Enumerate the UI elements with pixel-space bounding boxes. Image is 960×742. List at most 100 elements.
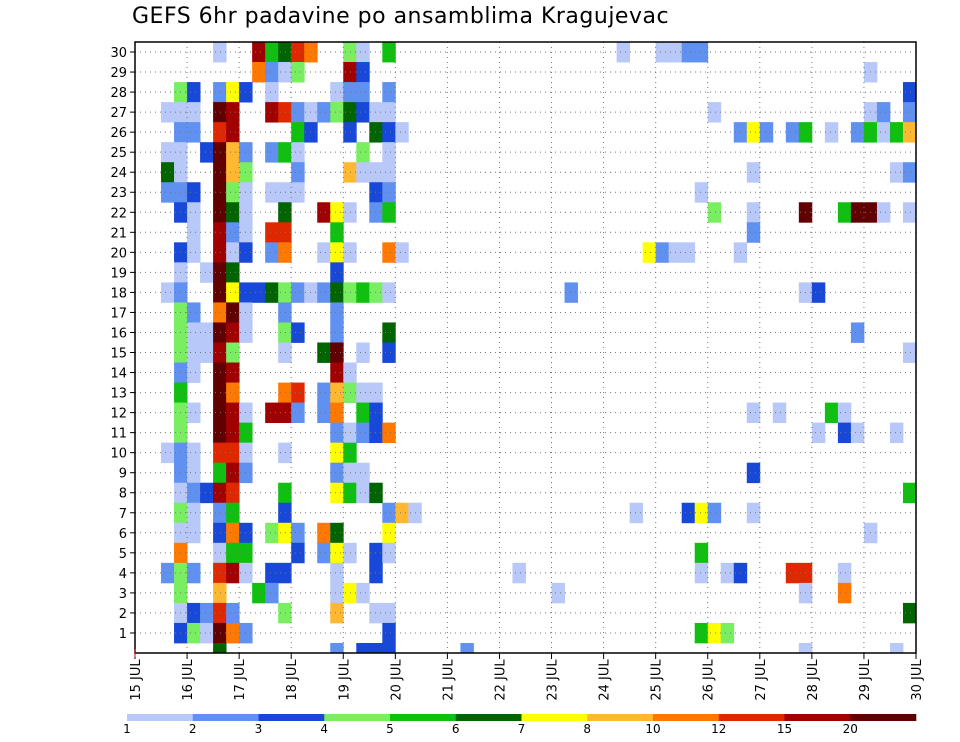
- heatmap-cell: [382, 642, 396, 654]
- heatmap-cell: [213, 82, 227, 103]
- heatmap-cell: [330, 602, 344, 624]
- heatmap-cell: [356, 422, 370, 444]
- heatmap-cell: [291, 182, 305, 203]
- heatmap-cell: [382, 102, 396, 123]
- y-tick-label: 11: [110, 427, 127, 442]
- heatmap-cell: [226, 82, 240, 103]
- legend-label: 20: [843, 722, 858, 736]
- y-tick-label: 15: [110, 347, 127, 362]
- heatmap-cell: [226, 382, 240, 403]
- heatmap-cell: [161, 562, 175, 584]
- heatmap-cell: [278, 602, 292, 624]
- y-tick-label: 26: [110, 126, 127, 141]
- y-tick-label: 14: [110, 367, 127, 382]
- heatmap-cell: [694, 182, 709, 203]
- heatmap-cell: [330, 262, 344, 283]
- heatmap-cell: [824, 402, 839, 424]
- heatmap-cell: [213, 582, 227, 604]
- heatmap-cell: [369, 642, 383, 654]
- heatmap-cell: [356, 382, 370, 403]
- heatmap-cell: [330, 242, 344, 263]
- heatmap-cell: [226, 262, 240, 283]
- heatmap-cell: [343, 122, 357, 143]
- heatmap-cell: [369, 202, 383, 223]
- x-tick-label: 27 JUL: [754, 659, 769, 701]
- y-tick-label: 13: [110, 387, 127, 402]
- y-tick-label: 7: [119, 507, 127, 522]
- heatmap-cell: [278, 442, 292, 464]
- heatmap-cell: [187, 522, 201, 544]
- heatmap-cell: [330, 442, 344, 464]
- chart-title: GEFS 6hr padavine po ansamblima Kragujev…: [132, 4, 670, 29]
- x-tick-label: 22 JUL: [493, 659, 508, 701]
- y-tick-label: 1: [119, 627, 127, 642]
- heatmap-cell: [356, 282, 370, 303]
- heatmap-cell: [213, 602, 227, 624]
- heatmap-cell: [278, 242, 292, 263]
- heatmap-cell: [837, 562, 852, 584]
- heatmap-cell: [265, 522, 279, 544]
- heatmap-cell: [746, 222, 761, 243]
- heatmap-cell: [187, 402, 201, 424]
- heatmap-cell: [213, 242, 227, 263]
- y-tick-label: 5: [119, 547, 127, 562]
- heatmap-cell: [317, 202, 331, 223]
- heatmap-cell: [213, 502, 227, 524]
- heatmap-cell: [330, 282, 344, 303]
- heatmap-cell: [278, 282, 292, 303]
- heatmap-cell: [330, 402, 344, 424]
- legend-label: 2: [189, 722, 197, 736]
- heatmap-cell: [681, 242, 696, 263]
- heatmap-cell: [902, 162, 917, 183]
- heatmap-cell: [278, 102, 292, 123]
- heatmap-cell: [317, 522, 331, 544]
- heatmap-cell: [226, 242, 240, 263]
- heatmap-cell: [811, 282, 826, 303]
- heatmap-cell: [265, 242, 279, 263]
- heatmap-cell: [382, 342, 396, 363]
- heatmap-cell: [226, 302, 240, 323]
- heatmap-cell: [382, 202, 396, 223]
- heatmap-cell: [213, 642, 227, 654]
- heatmap-cell: [330, 482, 344, 504]
- heatmap-cell: [356, 402, 370, 424]
- heatmap-cell: [213, 622, 227, 644]
- heatmap-cell: [369, 482, 383, 504]
- grid-lines: [135, 42, 916, 653]
- heatmap-cell: [382, 542, 396, 564]
- y-tick-label: 17: [110, 306, 127, 321]
- heatmap-cell: [746, 402, 761, 424]
- heatmap-cell: [382, 142, 396, 163]
- heatmap-cell: [213, 142, 227, 163]
- heatmap-cell: [213, 282, 227, 303]
- heatmap-cell: [707, 202, 722, 223]
- heatmap-cell: [369, 102, 383, 123]
- heatmap-cell: [265, 102, 279, 123]
- legend-label: 5: [386, 722, 394, 736]
- heatmap-cell: [330, 462, 344, 484]
- heatmap-cell: [200, 482, 214, 504]
- heatmap-cell: [330, 202, 344, 223]
- heatmap-cell: [356, 82, 370, 103]
- heatmap-cell: [291, 102, 305, 123]
- heatmap-cells: [161, 42, 917, 654]
- heatmap-cell: [226, 282, 240, 303]
- heatmap-cell: [187, 502, 201, 524]
- heatmap-cell: [252, 282, 266, 303]
- y-tick-label: 29: [110, 66, 127, 81]
- heatmap-cell: [720, 622, 735, 644]
- heatmap-cell: [889, 422, 904, 444]
- heatmap-cell: [226, 482, 240, 504]
- heatmap-cell: [226, 542, 240, 564]
- heatmap-cell: [226, 342, 240, 363]
- heatmap-cell: [213, 342, 227, 363]
- y-tick-label: 27: [110, 106, 127, 121]
- heatmap-cell: [161, 162, 175, 183]
- heatmap-cell: [291, 42, 305, 63]
- heatmap-cell: [213, 382, 227, 403]
- heatmap-cell: [226, 462, 240, 484]
- heatmap-cell: [343, 202, 357, 223]
- y-tick-label: 24: [110, 166, 127, 181]
- heatmap-cell: [746, 162, 761, 183]
